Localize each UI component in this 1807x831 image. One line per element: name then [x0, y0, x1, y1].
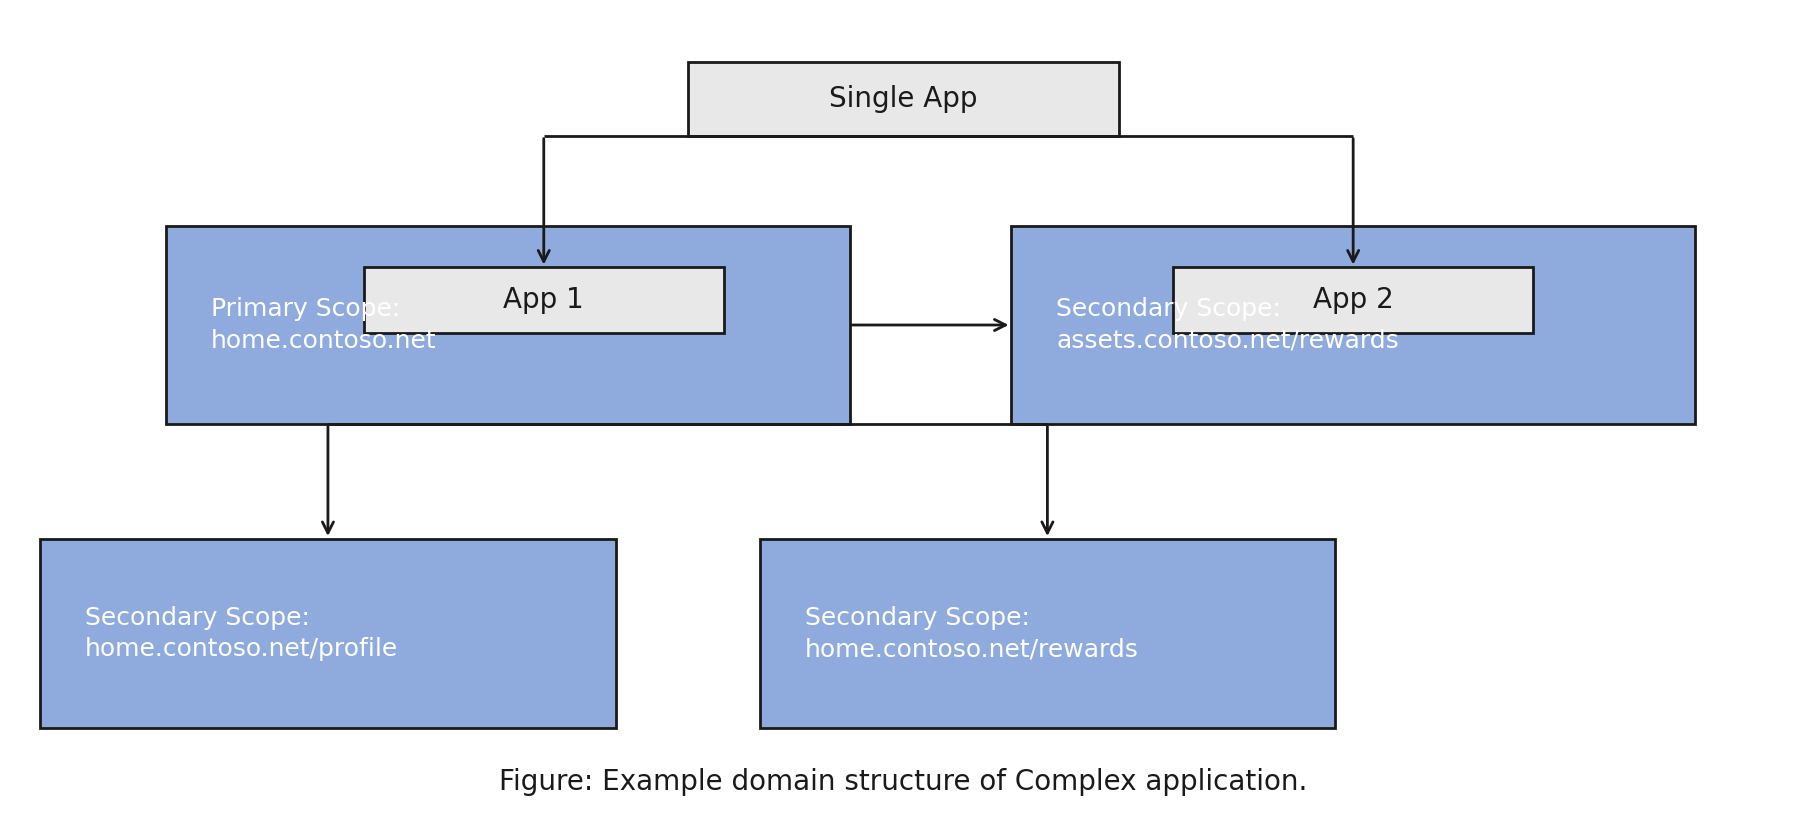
Text: Figure: Example domain structure of Complex application.: Figure: Example domain structure of Comp… [499, 768, 1308, 795]
FancyBboxPatch shape [688, 61, 1119, 135]
Text: Secondary Scope:
home.contoso.net/rewards: Secondary Scope: home.contoso.net/reward… [804, 606, 1138, 661]
FancyBboxPatch shape [1173, 268, 1532, 333]
Text: App 1: App 1 [504, 287, 584, 314]
Text: App 2: App 2 [1314, 287, 1393, 314]
FancyBboxPatch shape [40, 538, 616, 728]
FancyBboxPatch shape [166, 226, 849, 424]
Text: Secondary Scope:
home.contoso.net/profile: Secondary Scope: home.contoso.net/profil… [85, 606, 398, 661]
FancyBboxPatch shape [759, 538, 1335, 728]
FancyBboxPatch shape [1012, 226, 1695, 424]
Text: Primary Scope:
home.contoso.net: Primary Scope: home.contoso.net [211, 297, 437, 353]
Text: Secondary Scope:
assets.contoso.net/rewards: Secondary Scope: assets.contoso.net/rewa… [1057, 297, 1399, 353]
Text: Single App: Single App [829, 85, 978, 113]
FancyBboxPatch shape [363, 268, 723, 333]
